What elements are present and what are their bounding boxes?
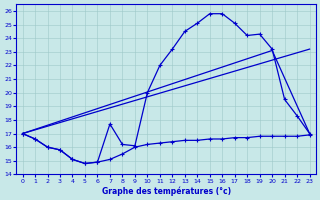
X-axis label: Graphe des températures (°c): Graphe des températures (°c) — [101, 186, 231, 196]
